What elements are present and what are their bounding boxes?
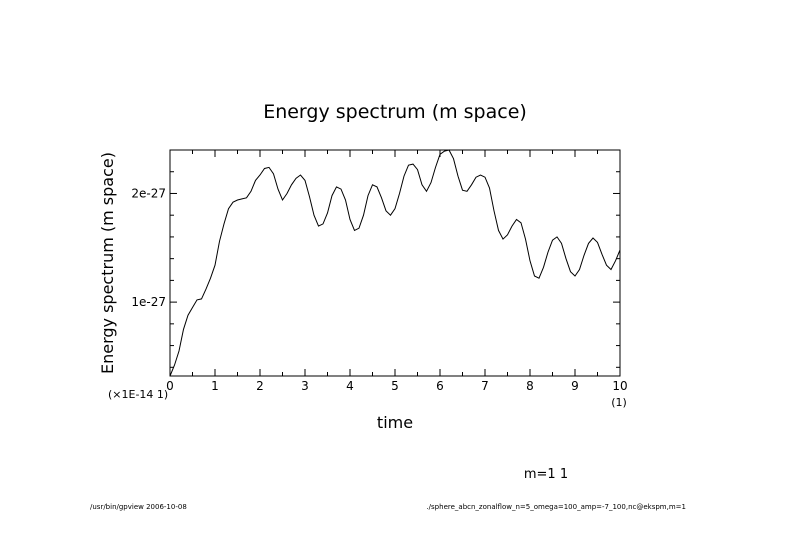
plot-frame [169,149,621,377]
y-multiplier-label: (×1E-14 1) [108,388,168,401]
y-tick-label: 1e-27 [131,295,166,309]
plot-area: 0 1 2 3 4 5 6 7 8 9 10 1e-27 2e-27 [131,149,628,393]
x-tick-label: 8 [526,379,534,393]
x-tick-label: 9 [571,379,579,393]
x-multiplier-label: (1) [611,396,627,409]
series-annotation: m=1 1 [524,467,568,482]
x-axis-ticks: 0 1 2 3 4 5 6 7 8 9 10 [166,150,628,393]
y-tick-label: 2e-27 [131,186,166,200]
x-tick-label: 3 [301,379,309,393]
x-tick-label: 0 [166,379,174,393]
x-axis-label: time [377,413,413,432]
footer-left: /usr/bin/gpview 2006-10-08 [90,503,187,511]
energy-series-line [169,149,621,377]
footer-right: ./sphere_abcn_zonalflow_n=5_omega=100_am… [426,503,686,511]
x-tick-label: 2 [256,379,264,393]
x-tick-label: 6 [436,379,444,393]
x-tick-label: 1 [211,379,219,393]
x-tick-label: 5 [391,379,399,393]
x-tick-label: 7 [481,379,489,393]
y-axis-ticks: 1e-27 2e-27 [131,149,620,368]
x-tick-label: 4 [346,379,354,393]
chart-title: Energy spectrum (m space) [263,101,527,123]
y-axis-label: Energy spectrum (m space) [98,152,117,374]
x-tick-label: 10 [612,379,627,393]
